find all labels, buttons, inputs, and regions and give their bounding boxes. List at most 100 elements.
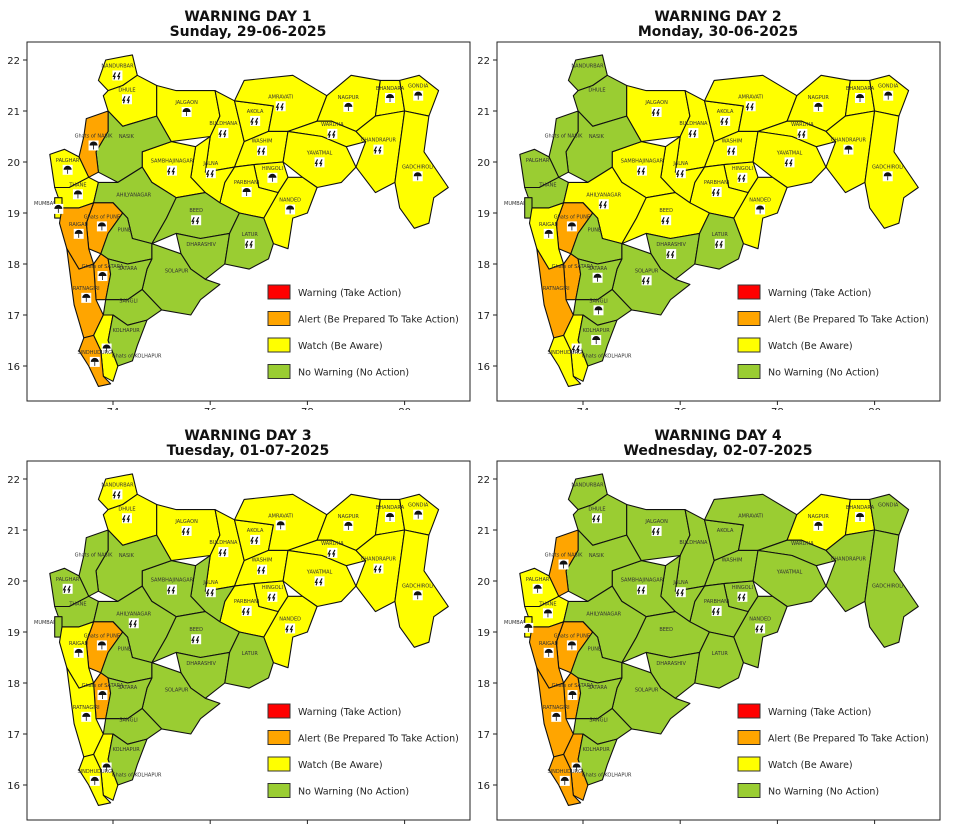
- thunderstorm-icon: [591, 513, 602, 524]
- district-label: THANE: [68, 182, 86, 188]
- district-label: RAIGAD: [69, 222, 88, 228]
- district-gadchiroli[interactable]: [864, 110, 919, 229]
- district-label: AMRAVATI: [738, 513, 763, 519]
- district-label: PARBHANI: [234, 599, 259, 605]
- district-label: NASIK: [589, 553, 605, 559]
- district-label: DHARASHIV: [656, 661, 686, 667]
- warning-day-3-panel: WARNING DAY 3 Tuesday, 01-07-2025 16 17 18 19…: [0, 410, 480, 830]
- district-gadchiroli[interactable]: [394, 110, 449, 229]
- district-label: RATNAGIRI: [543, 286, 570, 292]
- y-tick-label: 20: [7, 158, 20, 169]
- thunderstorm-icon: [571, 343, 582, 354]
- district-map: NANDURBAR DHULE JALGAON BULDHANA AKOLA AMRAVA…: [34, 473, 449, 806]
- district-ghats-of-nasik[interactable]: [78, 529, 109, 597]
- district-label: KOLHAPUR: [113, 328, 141, 334]
- y-tick-label: 19: [477, 628, 490, 639]
- warning-day-4-panel: WARNING DAY 4 Wednesday, 02-07-2025 16 17 18…: [470, 410, 959, 830]
- heavy-rain-icon: [523, 622, 534, 633]
- district-label: PALGHAR: [526, 577, 550, 583]
- district-label: WARDHA: [321, 541, 344, 547]
- legend-label: Alert (Be Prepared To Take Action): [768, 734, 929, 745]
- district-label: NANDURBAR: [101, 482, 134, 488]
- thunderstorm-icon: [191, 634, 202, 645]
- day-date: Sunday, 29-06-2025: [170, 24, 327, 40]
- district-label: LATUR: [242, 232, 259, 238]
- district-label: NANDURBAR: [571, 63, 604, 69]
- legend-swatch-alert: [267, 730, 291, 745]
- y-tick-label: 19: [7, 209, 20, 220]
- thunderstorm-icon: [737, 591, 748, 602]
- district-latur[interactable]: [224, 631, 274, 689]
- legend-swatch-none: [737, 364, 761, 379]
- y-tick-label: 16: [7, 362, 20, 373]
- heavy-rain-icon: [558, 559, 569, 570]
- district-label: CHANDRAPUR: [831, 557, 867, 563]
- thunderstorm-icon: [373, 563, 384, 574]
- district-label: SINDHUDURG: [548, 350, 583, 356]
- district-gadchiroli[interactable]: [394, 529, 449, 648]
- district-label: DHARASHIV: [186, 242, 216, 248]
- district-label: HINGOLI: [732, 166, 753, 172]
- day-title: WARNING DAY 3: [184, 428, 311, 444]
- heavy-rain-icon: [343, 520, 354, 531]
- day-date: Monday, 30-06-2025: [638, 24, 798, 40]
- heavy-rain-icon: [813, 520, 824, 531]
- district-label: SANGLI: [589, 717, 608, 723]
- y-tick-label: 18: [7, 260, 20, 271]
- heavy-rain-icon: [412, 590, 423, 601]
- heavy-rain-icon: [101, 762, 112, 773]
- thunderstorm-icon: [797, 128, 808, 139]
- district-label: JALNA: [202, 161, 218, 167]
- district-label: SOLAPUR: [165, 268, 189, 274]
- thunderstorm-icon: [651, 107, 662, 117]
- y-tick-label: 22: [477, 56, 490, 67]
- district-label: Ghats of KOLHAPUR: [582, 354, 632, 360]
- district-label: AKOLA: [717, 109, 734, 115]
- thunderstorm-icon: [191, 215, 202, 226]
- day-date: Tuesday, 01-07-2025: [167, 443, 330, 459]
- thunderstorm-icon: [745, 101, 756, 112]
- district-label: MUMBAI: [34, 620, 55, 626]
- district-label: DHULE: [118, 506, 135, 512]
- y-tick-label: 21: [7, 107, 20, 118]
- legend-swatch-watch: [737, 337, 761, 353]
- district-ghats-of-nasik[interactable]: [548, 110, 579, 178]
- district-yavatmal[interactable]: [752, 549, 827, 608]
- district-label: Ghats of NASIK: [545, 552, 583, 558]
- heavy-rain-icon: [97, 690, 108, 701]
- district-label: PARBHANI: [234, 180, 259, 186]
- district-label: SATARA: [588, 266, 608, 272]
- legend-label: Warning (Take Action): [768, 707, 871, 718]
- legend-label: Warning (Take Action): [768, 288, 871, 299]
- legend-swatch-warning: [267, 284, 291, 300]
- district-label: AKOLA: [247, 528, 264, 534]
- district-label: BHANDARA: [376, 86, 405, 92]
- legend-label: Watch (Be Aware): [768, 760, 853, 771]
- district-gondia[interactable]: [869, 493, 910, 536]
- legend-label: No Warning (No Action): [298, 368, 409, 379]
- district-label: GONDIA: [408, 503, 429, 509]
- district-label: SINDHUDURG: [78, 769, 113, 775]
- heavy-rain-icon: [413, 509, 424, 520]
- thunderstorm-icon: [598, 199, 609, 210]
- district-label: AMRAVATI: [268, 94, 293, 100]
- district-label: PUNE: [588, 647, 602, 653]
- district-sindhudurg[interactable]: [548, 334, 582, 387]
- district-gadchiroli[interactable]: [864, 529, 919, 648]
- district-label: SATARA: [118, 266, 138, 272]
- district-map: NANDURBAR DHULE JALGAON BULDHANA AKOLA AMRAVA…: [504, 54, 919, 387]
- heavy-rain-icon: [181, 107, 192, 117]
- thunderstorm-icon: [636, 584, 647, 595]
- district-label: DHULE: [118, 87, 135, 93]
- thunderstorm-icon: [755, 623, 766, 634]
- district-label: Ghats of NASIK: [75, 552, 113, 558]
- district-label: DHULE: [588, 87, 605, 93]
- district-label: JALGAON: [644, 519, 668, 525]
- district-latur[interactable]: [694, 631, 744, 689]
- district-label: KOLHAPUR: [583, 747, 611, 753]
- legend-label: Watch (Be Aware): [298, 341, 383, 352]
- y-tick-label: 17: [477, 311, 490, 322]
- district-label: PUNE: [588, 228, 602, 234]
- heavy-rain-icon: [89, 356, 100, 367]
- y-tick-label: 22: [7, 475, 20, 486]
